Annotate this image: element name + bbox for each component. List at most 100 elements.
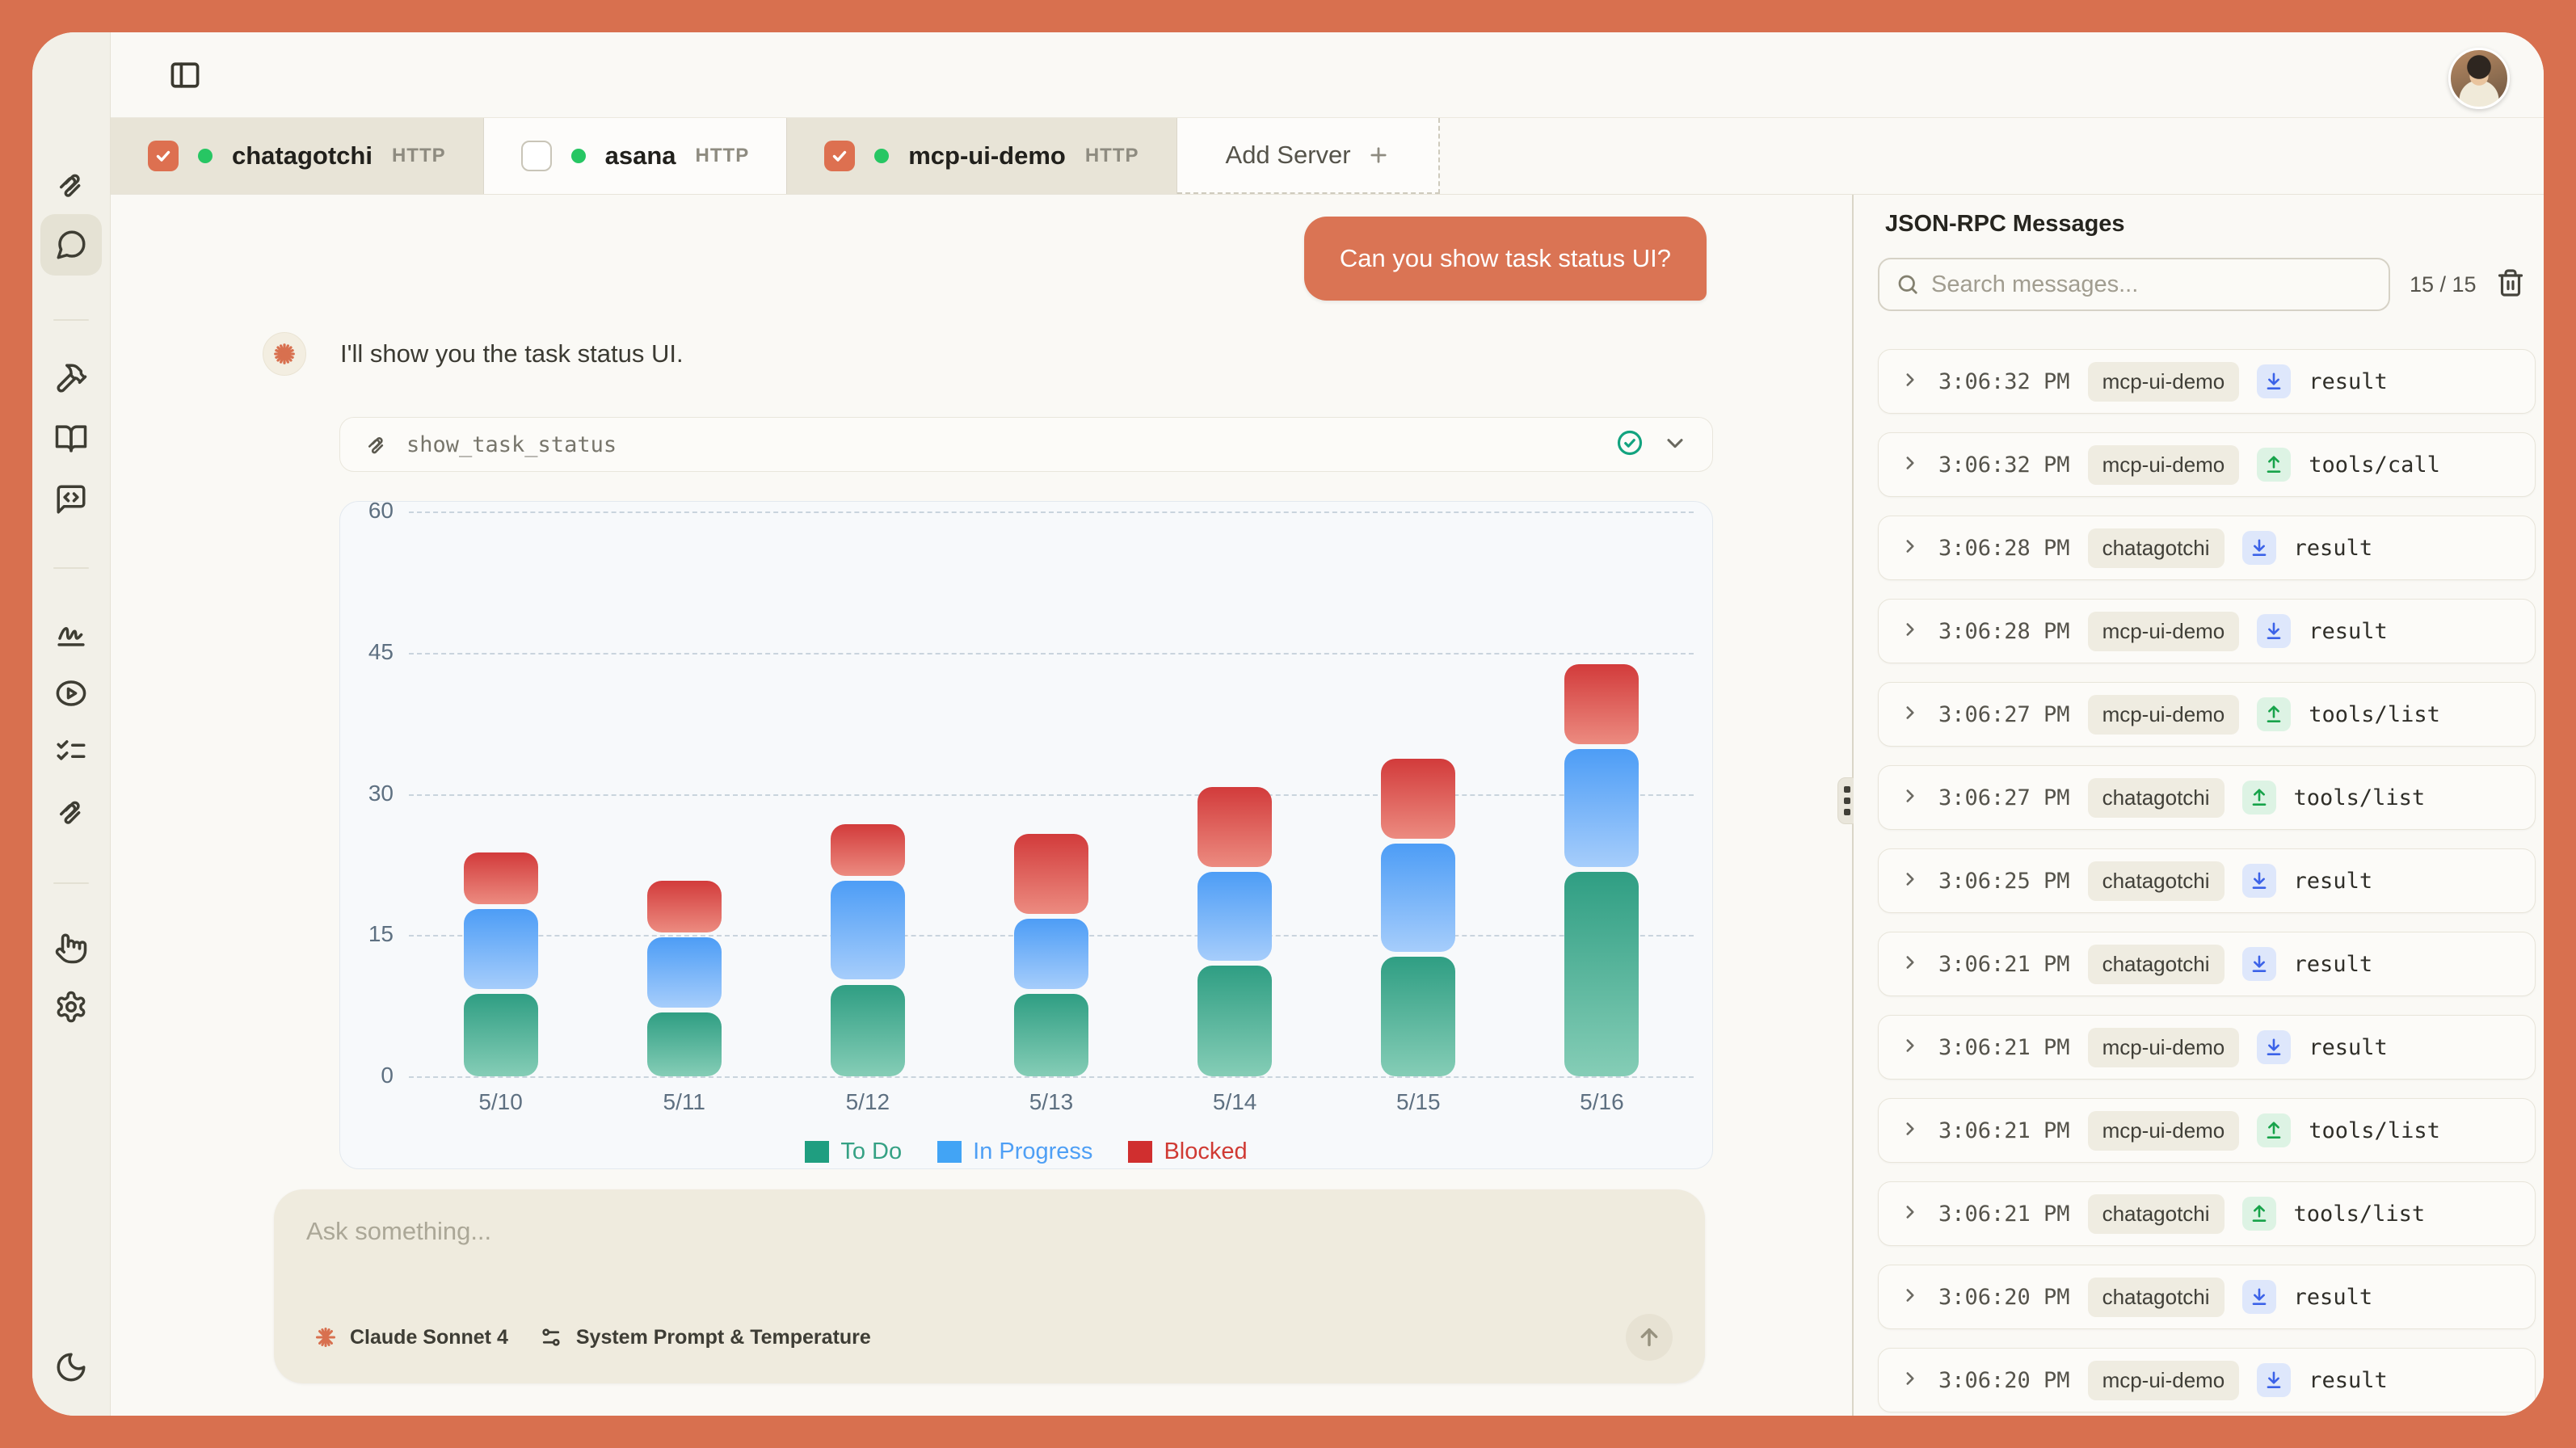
- sidebar-item-hammer-tools[interactable]: [40, 347, 102, 409]
- rpc-method: tools/list: [2309, 701, 2440, 727]
- outgoing-arrow-icon: [2241, 781, 2276, 814]
- settings-icon: [57, 991, 86, 1023]
- rpc-message-row[interactable]: 3:06:25 PM chatagotchi result: [1878, 848, 2536, 913]
- bar-segment-in-progress: [1198, 871, 1273, 962]
- sidebar-toggle-icon[interactable]: [167, 57, 203, 93]
- sidebar-item-checklist[interactable]: [40, 722, 102, 783]
- rpc-method: tools/list: [2309, 1118, 2440, 1143]
- expand-chevron-icon[interactable]: [1900, 369, 1921, 394]
- server-checkbox[interactable]: [520, 141, 552, 171]
- expand-chevron-icon[interactable]: [1900, 869, 1921, 894]
- sidebar-item-message-code-prompts[interactable]: [40, 469, 102, 530]
- rpc-message-row[interactable]: 3:06:32 PM mcp-ui-demo result: [1878, 349, 2536, 414]
- chat-icon: [57, 230, 86, 259]
- task-status-chart: 0 15 30 45 60 5/10 5/11 5/12 5/13 5/14 5/15 5/16 To …: [339, 501, 1713, 1169]
- server-name: mcp-ui-demo: [908, 141, 1066, 170]
- expand-chevron-icon[interactable]: [1900, 1118, 1921, 1143]
- rpc-message-row[interactable]: 3:06:32 PM mcp-ui-demo tools/call: [1878, 432, 2536, 497]
- rpc-message-row[interactable]: 3:06:21 PM chatagotchi tools/list: [1878, 1181, 2536, 1246]
- chevron-down-icon[interactable]: [1662, 430, 1688, 460]
- arrow-up-icon: [2267, 705, 2281, 722]
- x-axis-tick-label: 5/10: [478, 1089, 523, 1114]
- sidebar-item-hand[interactable]: [40, 917, 102, 979]
- signature-icon: [57, 627, 85, 646]
- expand-chevron-icon[interactable]: [1900, 1035, 1921, 1060]
- server-name: chatagotchi: [232, 141, 373, 170]
- server-tab-mcp-ui-demo[interactable]: mcp-ui-demo HTTP: [787, 118, 1177, 194]
- arrow-up-icon: [2267, 1122, 2281, 1139]
- rpc-message-row[interactable]: 3:06:21 PM mcp-ui-demo result: [1878, 1015, 2536, 1080]
- chat-input[interactable]: [306, 1217, 1673, 1273]
- model-selector[interactable]: Claude Sonnet 4: [306, 1320, 516, 1356]
- rpc-method: result: [2293, 868, 2373, 894]
- arrow-up-icon: [2252, 789, 2266, 806]
- rpc-message-row[interactable]: 3:06:21 PM mcp-ui-demo tools/list: [1878, 1098, 2536, 1163]
- expand-chevron-icon[interactable]: [1900, 785, 1921, 810]
- bar-segment-to-do: [1564, 871, 1639, 1076]
- rpc-message-row[interactable]: 3:06:20 PM chatagotchi result: [1878, 1265, 2536, 1329]
- rpc-message-row[interactable]: 3:06:20 PM mcp-ui-demo result: [1878, 1348, 2536, 1412]
- sidebar-item-dark-mode-moon[interactable]: [40, 1336, 102, 1398]
- expand-chevron-icon[interactable]: [1900, 952, 1921, 977]
- y-axis-tick-label: 0: [381, 1063, 394, 1088]
- expand-chevron-icon[interactable]: [1900, 619, 1921, 644]
- expand-chevron-icon[interactable]: [1900, 452, 1921, 478]
- incoming-arrow-icon: [2257, 1030, 2292, 1064]
- system-prompt-settings-button[interactable]: System Prompt & Temperature: [531, 1319, 879, 1356]
- message-composer: Claude Sonnet 4 System Prompt & Temperat…: [274, 1189, 1705, 1383]
- rpc-method: tools/list: [2293, 1201, 2426, 1227]
- rpc-message-row[interactable]: 3:06:28 PM chatagotchi result: [1878, 516, 2536, 580]
- rpc-server-badge: chatagotchi: [2087, 1193, 2225, 1234]
- add-server-label: Add Server: [1225, 141, 1351, 169]
- x-axis-tick-label: 5/15: [1396, 1089, 1441, 1114]
- server-checkbox[interactable]: [824, 141, 856, 171]
- rpc-message-count: 15 / 15: [2410, 272, 2477, 297]
- chart-gridline: [409, 652, 1694, 655]
- rpc-method: result: [2309, 1034, 2388, 1060]
- send-button[interactable]: [1626, 1314, 1673, 1361]
- rpc-message-row[interactable]: 3:06:21 PM chatagotchi result: [1878, 932, 2536, 996]
- outgoing-arrow-icon: [2257, 697, 2292, 731]
- check-icon: [833, 150, 847, 162]
- sidebar-item-chat[interactable]: [40, 214, 102, 276]
- chart-gridline: [409, 511, 1694, 513]
- sidebar-item-clip-swirl[interactable]: [40, 781, 102, 842]
- sidebar-item-signature[interactable]: [40, 602, 102, 663]
- sidebar-item-book-resources[interactable]: [40, 408, 102, 469]
- legend-swatch: [805, 1141, 830, 1163]
- legend-label: Blocked: [1164, 1139, 1248, 1164]
- trash-icon[interactable]: [2496, 268, 2528, 301]
- server-checkbox[interactable]: [148, 141, 179, 171]
- rpc-server-badge: chatagotchi: [2087, 528, 2225, 568]
- chevron-right-icon: [1906, 789, 1914, 802]
- expand-chevron-icon[interactable]: [1900, 536, 1921, 561]
- rpc-message-row[interactable]: 3:06:27 PM mcp-ui-demo tools/list: [1878, 682, 2536, 747]
- sidebar-item-settings[interactable]: [40, 976, 102, 1038]
- bar-segment-to-do: [830, 984, 905, 1076]
- model-label: Claude Sonnet 4: [350, 1325, 508, 1349]
- x-axis-tick-label: 5/16: [1580, 1089, 1624, 1114]
- clip-swirl-icon: [60, 801, 81, 824]
- bar-segment-in-progress: [1564, 749, 1639, 867]
- bar-segment-in-progress: [463, 909, 538, 990]
- legend-item-to-do: To Do: [805, 1139, 902, 1165]
- bar-segment-to-do: [1381, 956, 1456, 1076]
- rpc-search-box: [1878, 258, 2390, 311]
- expand-chevron-icon[interactable]: [1900, 1285, 1921, 1310]
- user-avatar[interactable]: [2448, 48, 2510, 109]
- rpc-server-badge: mcp-ui-demo: [2087, 444, 2240, 485]
- server-tab-asana[interactable]: asana HTTP: [483, 118, 788, 194]
- expand-chevron-icon[interactable]: [1900, 702, 1921, 727]
- sidebar-item-play[interactable]: [40, 663, 102, 724]
- rpc-timestamp: 3:06:21 PM: [1938, 1118, 2070, 1143]
- rpc-server-badge: mcp-ui-demo: [2087, 1027, 2240, 1067]
- tool-call-header[interactable]: show_task_status: [339, 417, 1713, 472]
- expand-chevron-icon[interactable]: [1900, 1202, 1921, 1227]
- server-tab-chatagotchi[interactable]: chatagotchi HTTP: [111, 118, 484, 194]
- rpc-message-row[interactable]: 3:06:28 PM mcp-ui-demo result: [1878, 599, 2536, 663]
- add-server-button[interactable]: Add Server: [1176, 118, 1440, 194]
- rpc-search-input[interactable]: [1931, 271, 2372, 298]
- bar-segment-to-do: [646, 1012, 722, 1076]
- expand-chevron-icon[interactable]: [1900, 1368, 1921, 1393]
- rpc-message-row[interactable]: 3:06:27 PM chatagotchi tools/list: [1878, 765, 2536, 830]
